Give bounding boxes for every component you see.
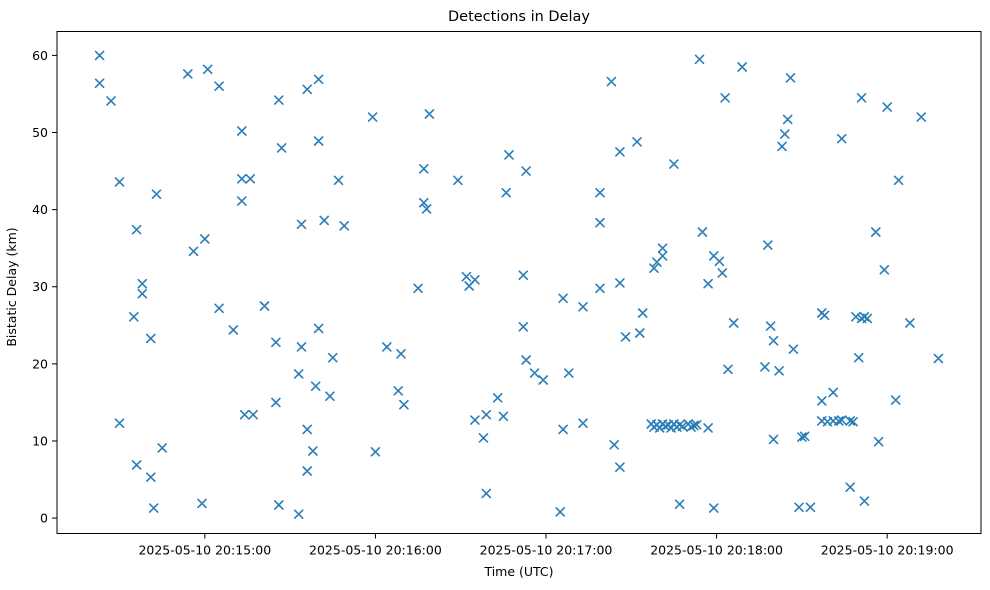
- y-tick-label: 10: [32, 433, 48, 448]
- x-tick-label: 2025-05-10 20:19:00: [821, 543, 954, 558]
- y-axis-label: Bistatic Delay (km): [4, 227, 19, 346]
- scatter-points: [94, 50, 944, 519]
- chart-title: Detections in Delay: [448, 9, 590, 25]
- x-tick-label: 2025-05-10 20:18:00: [650, 543, 783, 558]
- y-tick-label: 0: [40, 511, 48, 526]
- y-tick-label: 40: [32, 202, 48, 217]
- x-axis-label: Time (UTC): [483, 564, 553, 579]
- y-tick-label: 50: [32, 125, 48, 140]
- y-tick-label: 60: [32, 48, 48, 63]
- scatter-marker-path: [94, 50, 944, 519]
- x-tick-label: 2025-05-10 20:15:00: [138, 543, 271, 558]
- axes-spines: [56, 31, 982, 534]
- y-tick-label: 20: [32, 356, 48, 371]
- axis-ticks: 2025-05-10 20:15:00 2025-05-10 20:16:00 20…: [32, 48, 954, 558]
- x-tick-label: 2025-05-10 20:17:00: [480, 543, 613, 558]
- x-tick-label: 2025-05-10 20:16:00: [309, 543, 442, 558]
- y-tick-label: 30: [32, 279, 48, 294]
